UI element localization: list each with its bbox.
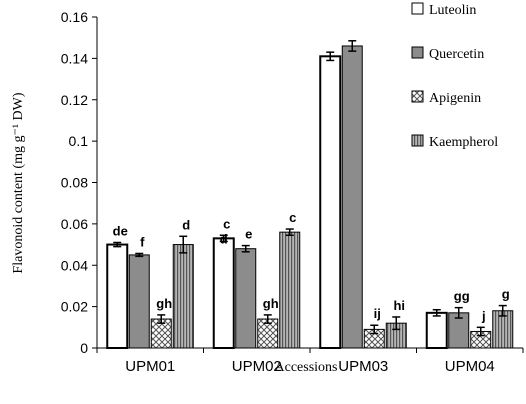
y-tick-label: 0.04 [61,257,88,273]
legend-swatch [411,46,424,59]
legend: Luteolin Quercetin Apigenin Kaempherol [411,2,498,150]
bar [319,55,342,350]
y-tick-label: 0 [80,340,88,356]
legend-label: Kaempherol [429,135,498,150]
bar [106,243,129,349]
bar [341,45,363,349]
legend-label: Quercetin [429,47,484,62]
x-axis-title: Accessions [275,360,338,375]
significance-letter: f [140,234,145,249]
y-tick-label: 0.12 [61,92,88,108]
significance-letter: de [113,223,128,238]
bar [212,237,235,349]
legend-swatch [411,134,424,147]
y-tick-label: 0.1 [69,133,89,149]
legend-swatch [411,2,424,15]
bar [128,254,150,349]
x-tick-label: UPM04 [445,358,495,375]
significance-letter: c [223,216,230,231]
y-tick-label: 0.14 [61,50,88,66]
x-tick-label: UPM02 [232,358,282,375]
significance-letter: d [182,217,190,232]
y-tick-label: 0.02 [61,299,88,315]
x-ticks: UPM01 UPM02 UPM03 UPM04 [96,348,524,375]
legend-label: Luteolin [429,3,476,18]
bar [172,244,194,349]
significance-letter: c [289,210,296,225]
bar [235,248,257,349]
bar [425,311,448,349]
x-tick-label: UPM01 [125,358,175,375]
y-ticks: 0 0.02 0.04 0.06 0.08 0.1 0.12 0.14 0.16 [61,9,97,356]
x-tick-label: UPM03 [338,358,388,375]
y-tick-label: 0.08 [61,175,88,191]
bars [106,40,514,350]
y-tick-label: 0.06 [61,216,88,232]
y-axis-title: Flavonoid content (mg g⁻¹ DW) [11,92,26,273]
significance-letter: gg [454,289,470,304]
significance-letter: gh [263,296,279,311]
significance-letter: d [220,231,228,246]
legend-swatch [411,90,424,103]
legend-label: Apigenin [429,91,481,106]
significance-letter: g [502,287,510,302]
bar [279,231,301,349]
y-tick-label: 0.16 [61,9,88,25]
significance-letter: j [481,308,486,323]
significance-letter: ij [374,306,381,321]
significance-letter: e [245,227,252,242]
significance-letter: gh [156,296,172,311]
significance-letter: hi [393,298,405,313]
